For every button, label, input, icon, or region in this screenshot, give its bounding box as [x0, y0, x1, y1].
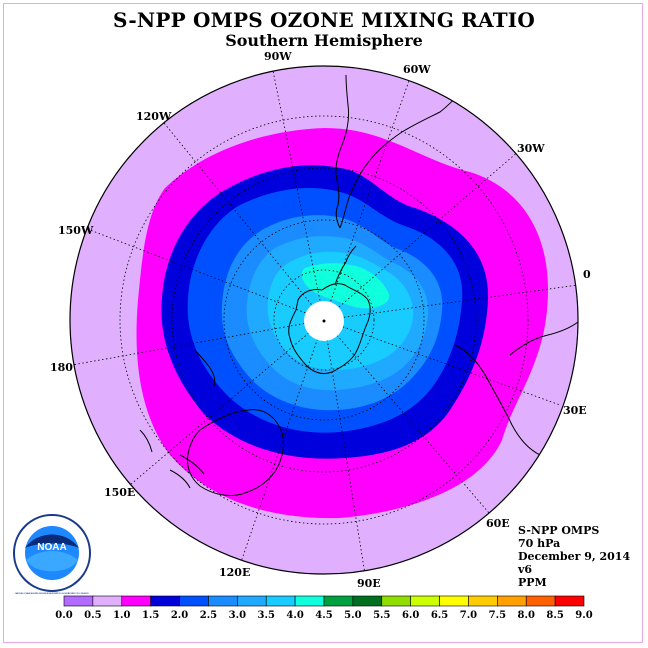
colorbar-swatch [237, 595, 267, 607]
colorbar-tick-label: 1.5 [142, 610, 159, 621]
colorbar-tick-label: 4.5 [315, 610, 332, 621]
meridian-label-0: 0 [583, 268, 591, 281]
meridian-label-150w: 150W [58, 224, 94, 237]
colorbar-tick-label: 6.0 [402, 610, 419, 621]
colorbar-tick-label: 8.0 [518, 610, 535, 621]
colorbar-swatch [525, 595, 556, 607]
map-title: S-NPP OMPS OZONE MIXING RATIO [113, 8, 535, 32]
colorbar-tick-label: 1.0 [113, 610, 130, 621]
colorbar-tick-label: 5.5 [373, 610, 390, 621]
plot-frame [3, 3, 643, 643]
meridian-label-90e: 90E [357, 577, 381, 590]
colorbar-swatch [179, 595, 209, 607]
meridian-label-60w: 60W [403, 63, 431, 76]
colorbar-tick-label: 3.0 [229, 610, 246, 621]
colorbar-swatch [265, 595, 296, 607]
colorbar-swatch [294, 595, 325, 607]
colorbar-tick-label: 4.0 [286, 610, 303, 621]
noaa-logo: NOAA NATIONAL OCEANIC AND ATMOSPHERIC AD… [13, 514, 91, 595]
colorbar-swatch [554, 595, 585, 607]
colorbar-tick-label: 5.0 [344, 610, 361, 621]
colorbar-tick-label: 7.5 [489, 610, 506, 621]
info-date: December 9, 2014 [518, 550, 631, 563]
colorbar-swatch [439, 595, 469, 607]
colorbar-labels: 0.0 0.5 1.0 1.5 2.0 2.5 3.0 3.5 4.0 4.5 5.0 5.5 6.0 6… [55, 610, 592, 621]
info-instrument: S-NPP OMPS [518, 524, 600, 537]
colorbar-tick-label: 9.0 [575, 610, 592, 621]
colorbar-tick-label: 2.5 [200, 610, 217, 621]
info-block: S-NPP OMPS 70 hPa December 9, 2014 v6 PP… [518, 524, 630, 589]
colorbar-tick-label: 2.0 [171, 610, 188, 621]
colorbar-swatch [352, 595, 383, 607]
colorbar-tick-label: 0.5 [84, 610, 101, 621]
meridian-label-60e: 60E [486, 517, 510, 530]
map-boundary [69, 65, 579, 575]
meridian-label-30w: 30W [517, 142, 545, 155]
meridian-label-30e: 30E [563, 404, 587, 417]
info-version: v6 [518, 563, 533, 576]
colorbar-swatch [410, 595, 440, 607]
meridian-label-90w: 90W [264, 50, 292, 63]
colorbar-tick-label: 3.5 [258, 610, 275, 621]
colorbar [63, 595, 585, 607]
colorbar-swatch [63, 595, 94, 607]
coastlines [139, 74, 578, 497]
info-level: 70 hPa [518, 537, 561, 550]
colorbar-swatch [381, 595, 411, 607]
map-subtitle: Southern Hemisphere [225, 31, 423, 50]
meridian-label-180: 180 [50, 361, 73, 374]
info-units: PPM [518, 576, 547, 589]
colorbar-swatch [323, 595, 354, 607]
colorbar-swatch [497, 595, 527, 607]
colorbar-tick-label: 0.0 [55, 610, 72, 621]
colorbar-swatch [208, 595, 238, 607]
colorbar-swatch [150, 595, 180, 607]
meridian-label-150e: 150E [104, 486, 135, 499]
graticule [71, 66, 578, 574]
colorbar-swatch [121, 595, 151, 607]
colorbar-tick-label: 7.0 [460, 610, 477, 621]
meridian-label-120e: 120E [219, 566, 250, 579]
colorbar-swatch [468, 595, 498, 607]
meridian-label-120w: 120W [136, 110, 172, 123]
noaa-logo-text: NOAA [37, 542, 66, 553]
colorbar-tick-label: 8.5 [546, 610, 563, 621]
noaa-logo-ring-text: NATIONAL OCEANIC AND ATMOSPHERIC ADMINIS… [15, 592, 90, 595]
colorbar-tick-label: 6.5 [431, 610, 448, 621]
colorbar-swatch [92, 595, 123, 607]
